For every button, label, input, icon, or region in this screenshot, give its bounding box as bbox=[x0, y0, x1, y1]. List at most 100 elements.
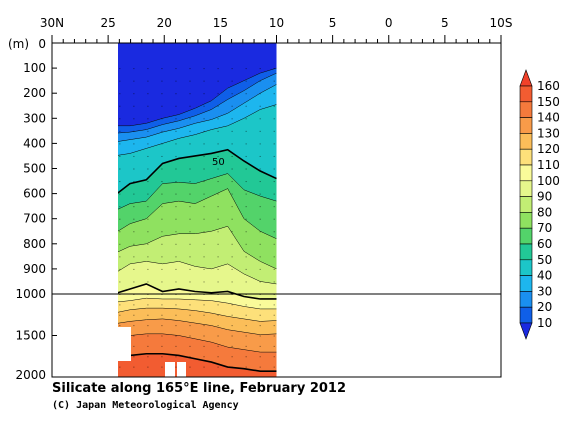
sample-dot bbox=[245, 335, 247, 337]
sample-dot bbox=[161, 325, 163, 327]
sample-dot bbox=[217, 193, 219, 195]
sample-dot bbox=[259, 143, 261, 145]
color-band bbox=[118, 84, 277, 156]
sample-dot bbox=[189, 118, 191, 120]
sample-dot bbox=[245, 206, 247, 208]
sample-dot bbox=[273, 366, 275, 368]
sample-dot bbox=[203, 243, 205, 245]
sample-dot bbox=[189, 243, 191, 245]
sample-dot bbox=[203, 366, 205, 368]
sample-dot bbox=[147, 143, 149, 145]
sample-dot bbox=[133, 304, 135, 306]
sample-dot bbox=[147, 193, 149, 195]
sample-dot bbox=[161, 105, 163, 107]
color-band bbox=[118, 68, 277, 134]
sample-dot bbox=[175, 243, 177, 245]
colorbar-swatch bbox=[519, 306, 533, 324]
colorbar-swatch bbox=[519, 148, 533, 166]
sample-dot bbox=[175, 80, 177, 82]
sample-dot bbox=[259, 130, 261, 132]
sample-dot bbox=[147, 243, 149, 245]
sample-dot bbox=[119, 155, 121, 157]
sample-dot bbox=[217, 68, 219, 70]
sample-dot bbox=[245, 268, 247, 270]
x-tick-label: 5 bbox=[329, 16, 337, 30]
sample-dot bbox=[119, 231, 121, 233]
sample-dot bbox=[245, 366, 247, 368]
colorbar-label: 60 bbox=[537, 237, 552, 251]
sample-dot bbox=[133, 366, 135, 368]
color-band bbox=[118, 188, 277, 269]
sample-dot bbox=[245, 325, 247, 327]
sample-dot bbox=[175, 130, 177, 132]
colorbar-swatch bbox=[519, 227, 533, 245]
sample-dot bbox=[175, 206, 177, 208]
sample-dot bbox=[119, 118, 121, 120]
sample-dot bbox=[189, 218, 191, 220]
color-band bbox=[118, 149, 277, 210]
color-band bbox=[118, 261, 277, 299]
sample-dot bbox=[161, 118, 163, 120]
sample-dot bbox=[161, 366, 163, 368]
color-band bbox=[118, 308, 277, 335]
x-tick-label: 15 bbox=[213, 16, 228, 30]
sample-dot bbox=[217, 335, 219, 337]
colorbar-label: 20 bbox=[537, 300, 552, 314]
sample-dot bbox=[245, 218, 247, 220]
sample-dot bbox=[203, 155, 205, 157]
sample-dot bbox=[147, 181, 149, 183]
sample-dot bbox=[161, 314, 163, 316]
sample-dot bbox=[133, 155, 135, 157]
sample-dot bbox=[217, 168, 219, 170]
x-tick-label: 30N bbox=[40, 16, 64, 30]
sample-dot bbox=[119, 325, 121, 327]
sample-dot bbox=[245, 143, 247, 145]
isoline bbox=[118, 104, 277, 156]
y-tick-label: 900 bbox=[23, 262, 46, 276]
sample-dot bbox=[203, 143, 205, 145]
sample-dot bbox=[119, 218, 121, 220]
sample-dot bbox=[259, 335, 261, 337]
sample-dot bbox=[259, 155, 261, 157]
sample-dot bbox=[231, 345, 233, 347]
sample-dot bbox=[231, 80, 233, 82]
sample-dot bbox=[119, 105, 121, 107]
sample-dot bbox=[273, 356, 275, 358]
colorbar-swatch bbox=[519, 117, 533, 134]
sample-dot bbox=[175, 168, 177, 170]
x-tick-label: 20 bbox=[157, 16, 172, 30]
sample-dot bbox=[119, 243, 121, 245]
sample-dot bbox=[161, 268, 163, 270]
sample-dot bbox=[203, 168, 205, 170]
sample-dot bbox=[133, 130, 135, 132]
missing-data-patch bbox=[177, 362, 186, 377]
x-axis-ticks bbox=[51, 35, 502, 43]
sample-dot bbox=[147, 314, 149, 316]
sample-dot bbox=[175, 193, 177, 195]
sample-dot bbox=[203, 314, 205, 316]
sample-dot bbox=[231, 181, 233, 183]
y-tick-label: 0 bbox=[38, 37, 46, 51]
sample-dot bbox=[273, 181, 275, 183]
color-band bbox=[118, 73, 277, 142]
sample-dot bbox=[217, 218, 219, 220]
sample-dot bbox=[189, 68, 191, 70]
sample-dot bbox=[175, 345, 177, 347]
sample-dot bbox=[189, 105, 191, 107]
sample-dot bbox=[133, 118, 135, 120]
sample-dot bbox=[217, 105, 219, 107]
colorbar-swatch bbox=[519, 243, 533, 261]
sample-dot bbox=[147, 256, 149, 258]
sample-dot bbox=[217, 181, 219, 183]
sample-dot bbox=[231, 366, 233, 368]
sample-dot bbox=[231, 325, 233, 327]
sample-dot bbox=[189, 304, 191, 306]
sample-dot bbox=[119, 168, 121, 170]
color-band bbox=[118, 318, 277, 353]
isoline bbox=[118, 283, 277, 300]
sample-dot bbox=[217, 93, 219, 95]
sample-dot bbox=[245, 281, 247, 283]
x-tick-label: 10S bbox=[490, 16, 513, 30]
sample-dot bbox=[175, 218, 177, 220]
